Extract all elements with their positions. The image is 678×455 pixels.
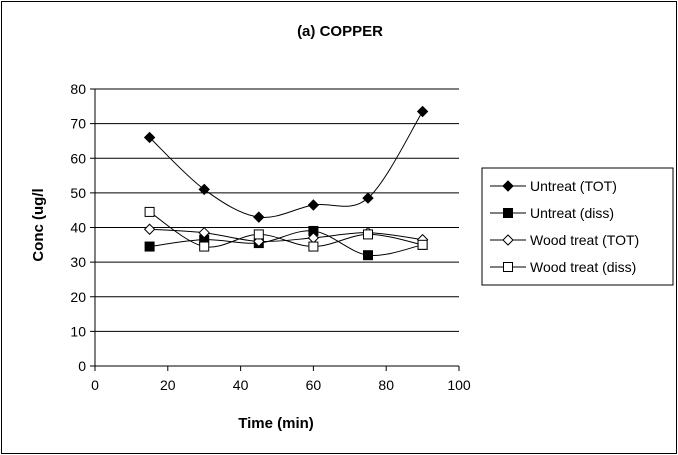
x-tick-label: 20 [160,377,176,393]
data-point [417,239,428,250]
x-tick-label: 60 [306,377,322,393]
y-tick-label: 70 [70,116,86,132]
y-tick-label: 30 [70,254,86,270]
legend-marker [503,262,513,272]
x-tick-label: 80 [378,377,394,393]
series-line [149,111,424,218]
series-4 [144,206,428,252]
data-point [253,229,264,240]
legend-marker [502,234,514,246]
data-point [143,223,156,235]
legend-label: Untreat (diss) [530,205,614,221]
x-axis-label: Time (min) [238,415,314,432]
legend-label: Untreat (TOT) [530,178,617,194]
x-tick-label: 100 [447,377,471,393]
data-point [363,250,373,261]
series-1 [143,105,429,223]
legend-marker [503,208,513,218]
x-tick-label: 40 [233,377,249,393]
y-tick-label: 50 [70,185,86,201]
data-point [143,131,156,144]
data-point [416,105,429,118]
data-point [198,226,210,239]
legend: Untreat (TOT) Untreat (diss) Wood treat (T… [481,167,674,286]
legend-item: Untreat (diss) [490,205,614,221]
series-line [149,211,423,248]
data-point [253,211,265,223]
legend-item: Untreat (TOT) [490,178,617,194]
data-point [363,229,373,240]
legend-label: Wood treat (diss) [530,259,636,275]
series-line [149,230,423,256]
data-point [198,183,210,196]
series-group [143,105,429,261]
y-tick-label: 0 [78,358,86,374]
data-point [144,241,155,252]
legend-item: Wood treat (TOT) [490,232,639,248]
gridlines [95,88,459,332]
data-point [307,199,320,211]
y-tick-label: 60 [70,150,86,166]
data-point [308,241,319,252]
chart-title: (a) COPPER [297,23,383,40]
y-tick-label: 10 [70,323,86,339]
y-tick-label: 80 [70,81,86,97]
data-point [144,206,155,217]
axes: 0 10 20 30 40 50 60 70 80 0 20 40 60 80 100 [70,81,470,393]
legend-item: Wood treat (diss) [490,259,636,275]
legend-box [481,167,674,286]
legend-label: Wood treat (TOT) [530,232,639,248]
data-point [362,192,374,204]
x-tick-label: 0 [91,377,99,393]
y-tick-label: 40 [70,220,86,236]
y-axis-label: Conc (ug/l [30,188,47,261]
y-tick-label: 20 [70,289,86,305]
legend-marker [502,180,514,192]
data-point [199,241,210,252]
